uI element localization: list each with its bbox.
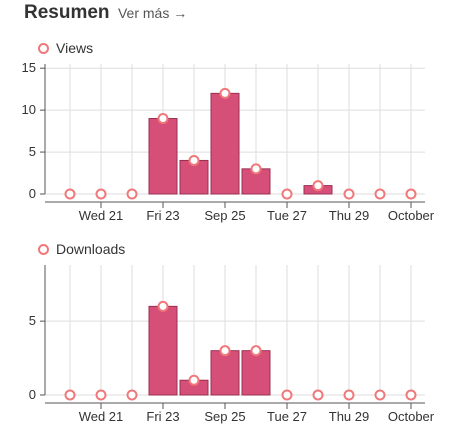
- y-tick-label: 5: [29, 144, 36, 159]
- data-point: [126, 389, 138, 401]
- bar: [210, 92, 240, 195]
- data-point: [64, 389, 76, 401]
- data-point: [250, 345, 262, 357]
- data-point: [157, 300, 169, 312]
- data-point: [250, 163, 262, 175]
- summary-title: Resumen: [24, 2, 110, 23]
- data-point: [157, 113, 169, 125]
- data-point: [219, 87, 231, 99]
- data-point: [95, 188, 107, 200]
- downloads-legend: Downloads: [38, 241, 125, 257]
- views-chart: 0 5 10 15 Wed 21 Fri 23 Sep 25 Tue 27 Thu 29 Octo…: [22, 60, 435, 223]
- data-point: [188, 154, 200, 166]
- data-point: [405, 389, 417, 401]
- summary-header: Resumen Ver más →: [24, 2, 187, 24]
- x-tick-label: Sep 25: [204, 409, 245, 424]
- x-tick-label: Thu 29: [329, 409, 369, 424]
- y-tick-label: 10: [22, 102, 36, 117]
- x-tick-label: Wed 21: [79, 409, 124, 424]
- x-tick-label: Thu 29: [329, 208, 369, 223]
- data-point: [374, 188, 386, 200]
- y-tick-label: 0: [29, 186, 36, 201]
- data-point: [188, 374, 200, 386]
- x-tick-label: Sep 25: [204, 208, 245, 223]
- x-tick-label: October: [388, 208, 435, 223]
- bar: [241, 350, 271, 396]
- x-tick-label: Fri 23: [146, 208, 179, 223]
- views-legend-marker-icon: [38, 42, 49, 54]
- bar: [179, 159, 209, 195]
- data-point: [343, 389, 355, 401]
- data-point: [281, 389, 293, 401]
- downloads-chart: 0 5 Wed 21 Fri 23 Sep 25 Tue 27 Thu 29 October: [29, 265, 435, 424]
- y-tick-label: 5: [29, 313, 36, 328]
- bar: [210, 350, 240, 396]
- data-point: [312, 389, 324, 401]
- data-point: [95, 389, 107, 401]
- views-legend: Views: [38, 40, 93, 56]
- data-point: [64, 188, 76, 200]
- x-tick-label: Wed 21: [79, 208, 124, 223]
- data-point: [374, 389, 386, 401]
- see-more-link[interactable]: Ver más →: [117, 5, 188, 21]
- downloads-legend-marker-icon: [38, 243, 49, 255]
- x-tick-label: October: [388, 409, 435, 424]
- downloads-legend-label: Downloads: [56, 241, 126, 257]
- x-tick-label: Tue 27: [267, 409, 307, 424]
- data-point: [126, 188, 138, 200]
- data-point: [405, 188, 417, 200]
- data-point: [281, 188, 293, 200]
- data-point: [312, 180, 324, 192]
- data-point: [219, 345, 231, 357]
- y-tick-label: 15: [22, 60, 36, 75]
- bar: [148, 305, 178, 396]
- y-tick-label: 0: [29, 387, 36, 402]
- views-legend-label: Views: [56, 40, 94, 56]
- data-point: [343, 188, 355, 200]
- x-tick-label: Tue 27: [267, 208, 307, 223]
- bar: [148, 118, 178, 195]
- x-tick-label: Fri 23: [146, 409, 179, 424]
